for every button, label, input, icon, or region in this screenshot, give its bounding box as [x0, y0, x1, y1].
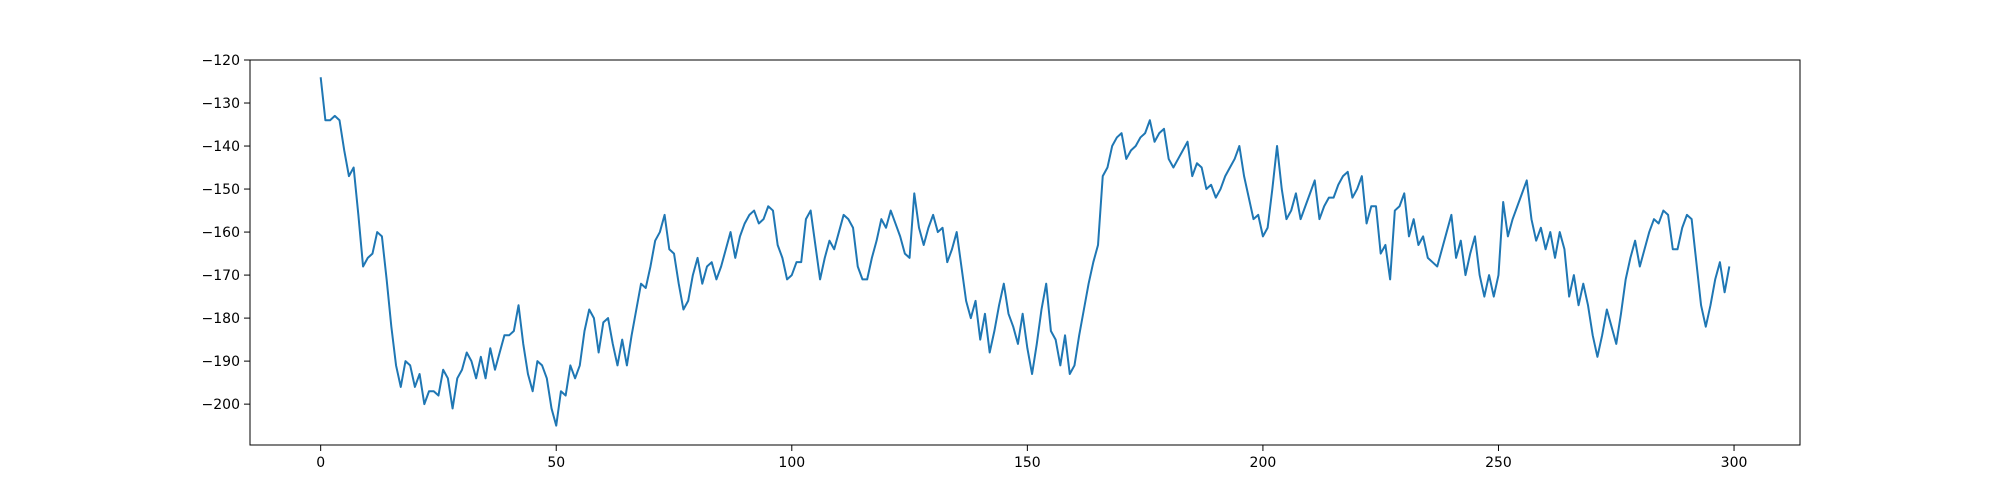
- y-tick-label: −150: [202, 182, 240, 198]
- y-tick-label: −190: [202, 354, 240, 370]
- y-tick-label: −200: [202, 397, 240, 413]
- y-tick-label: −130: [202, 96, 240, 112]
- x-tick-label: 100: [778, 455, 805, 471]
- plot-area: [319, 77, 1731, 427]
- x-tick-label: 50: [547, 455, 565, 471]
- x-tick-label: 250: [1485, 455, 1512, 471]
- x-tick-label: 300: [1721, 455, 1748, 471]
- series-line-0: [319, 77, 1731, 427]
- y-tick-label: −120: [202, 53, 240, 69]
- y-tick-label: −140: [202, 139, 240, 155]
- y-tick-label: −180: [202, 311, 240, 327]
- y-tick-label: −170: [202, 268, 240, 284]
- y-tick-label: −160: [202, 225, 240, 241]
- axis-ticks: 0 50 100 150 200 250 300 −200 −190 −180 −170 −160 −1…: [202, 53, 1748, 471]
- x-tick-label: 150: [1014, 455, 1041, 471]
- x-tick-label: 200: [1250, 455, 1277, 471]
- axes-frame: [249, 59, 1801, 446]
- x-tick-label: 0: [316, 455, 325, 471]
